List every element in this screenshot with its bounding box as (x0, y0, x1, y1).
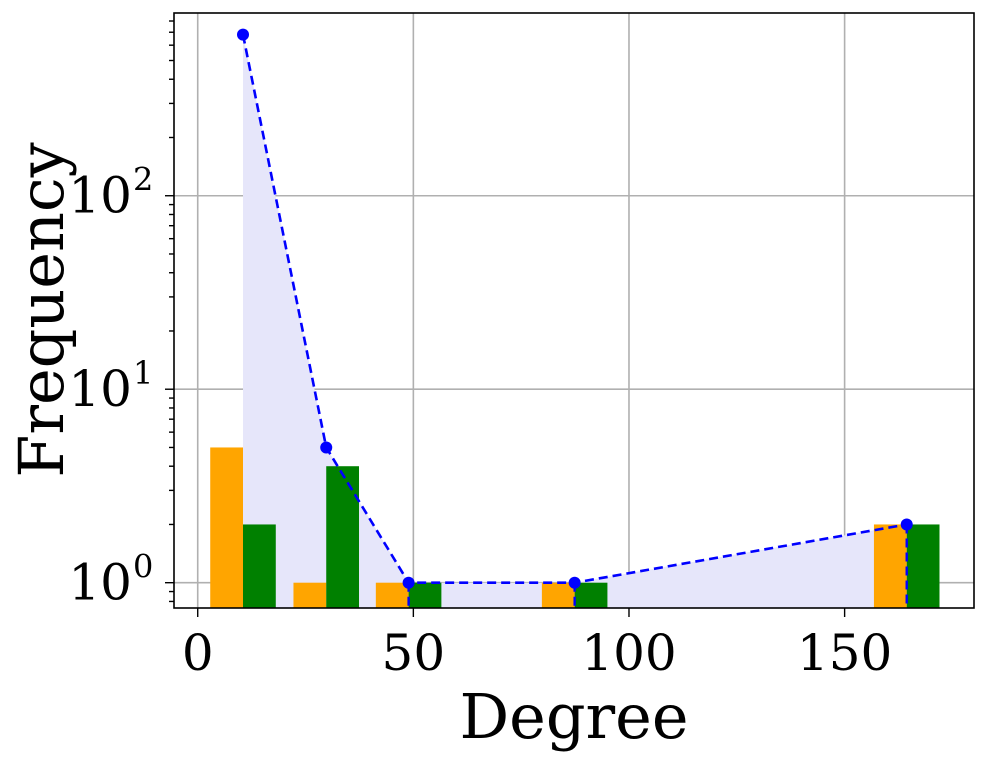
line-fill-area (243, 34, 907, 609)
axis-ticks (165, 20, 846, 617)
orange-bar (375, 582, 409, 608)
y-tick-label: 10 (68, 360, 132, 418)
y-tick-label: 10 (68, 554, 132, 612)
line-marker (900, 518, 913, 531)
line-fill-region (243, 34, 907, 609)
green-bar (243, 524, 276, 608)
y-tick-label: 10 (68, 167, 132, 225)
x-tick-labels: 0 50 100 150 (182, 624, 893, 682)
green-bar (408, 582, 442, 608)
y-axis-title: Frequency (5, 142, 78, 477)
orange-bar (293, 582, 327, 608)
plot-frame (173, 12, 975, 609)
x-tick-label: 100 (581, 624, 676, 682)
x-axis-title: Degree (459, 680, 688, 753)
green-bar (326, 466, 360, 608)
green-bar (574, 582, 608, 608)
line-marker (237, 28, 250, 41)
orange-bar (873, 524, 907, 608)
x-tick-label: 150 (797, 624, 892, 682)
orange-bar (541, 582, 575, 608)
line-marker (568, 576, 581, 589)
x-tick-label: 50 (382, 624, 446, 682)
line-marker (402, 576, 415, 589)
bars (210, 447, 940, 608)
line-series (237, 28, 913, 608)
green-bar (906, 524, 940, 608)
y-tick-exponent: 1 (133, 354, 153, 392)
y-tick-exponent: 2 (133, 161, 153, 199)
x-tick-label: 0 (182, 624, 214, 682)
orange-bar (210, 447, 244, 608)
line-marker (320, 441, 333, 454)
y-tick-exponent: 0 (133, 548, 153, 586)
